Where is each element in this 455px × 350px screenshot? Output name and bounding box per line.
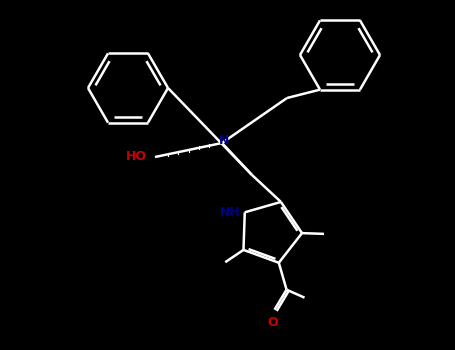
Text: NH: NH — [220, 206, 241, 219]
Text: O: O — [267, 316, 278, 329]
Text: N: N — [219, 133, 229, 147]
Text: HO: HO — [126, 150, 147, 163]
